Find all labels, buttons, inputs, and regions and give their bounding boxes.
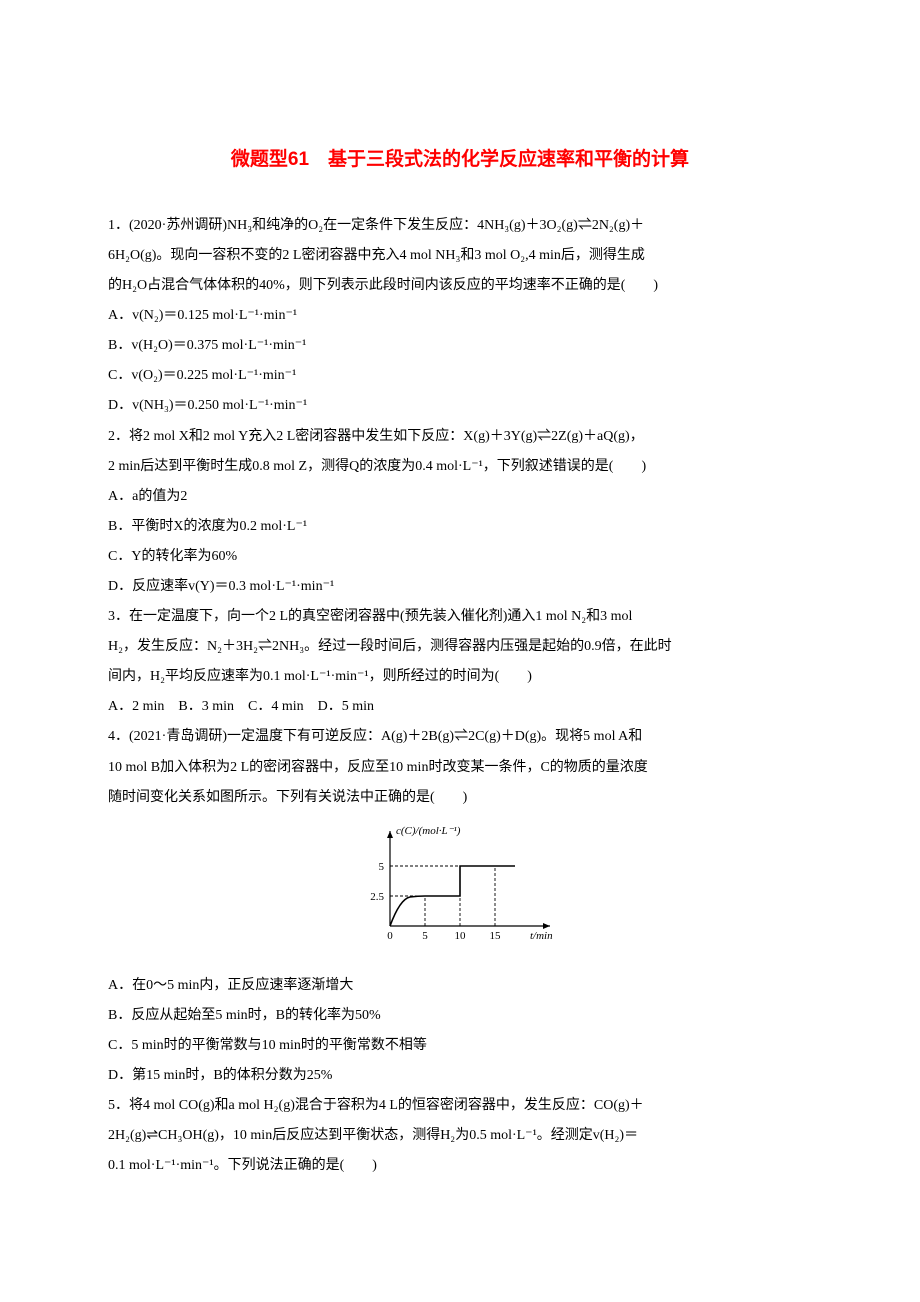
ytick-2.5: 2.5 — [370, 891, 384, 903]
xtick-5: 5 — [422, 930, 428, 942]
q2-option-b: B．平衡时X的浓度为0.2 mol·L⁻¹ — [108, 512, 812, 542]
q4-option-b: B．反应从起始至5 min时，B的转化率为50% — [108, 1001, 812, 1031]
q1-stem-line3: 的H₂O占混合气体体积的40%，则下列表示此段时间内该反应的平均速率不正确的是(… — [108, 271, 812, 301]
q2-stem-line1: 2．将2 mol X和2 mol Y充入2 L密闭容器中发生如下反应：X(g)＋… — [108, 422, 812, 452]
q3-stem-line3: 间内，H₂平均反应速率为0.1 mol·L⁻¹·min⁻¹，则所经过的时间为( … — [108, 662, 812, 692]
q4-stem-line1: 4．(2021·青岛调研)一定温度下有可逆反应：A(g)＋2B(g)⇌2C(g)… — [108, 722, 812, 752]
q1-stem-line2: 6H₂O(g)。现向一容积不变的2 L密闭容器中充入4 mol NH₃和3 mo… — [108, 241, 812, 271]
q4-chart: 2.5 5 0 5 10 15 c(C)/(mol·L⁻¹) t/min — [108, 821, 812, 963]
page-title: 微题型61 基于三段式法的化学反应速率和平衡的计算 — [108, 140, 812, 181]
q3-stem-line2: H₂，发生反应：N₂＋3H₂⇌2NH₃。经过一段时间后，测得容器内压强是起始的0… — [108, 632, 812, 662]
q3-stem-line1: 3．在一定温度下，向一个2 L的真空密闭容器中(预先装入催化剂)通入1 mol … — [108, 602, 812, 632]
q1-option-a: A．v(N₂)＝0.125 mol·L⁻¹·min⁻¹ — [108, 301, 812, 331]
q1-stem-line1: 1．(2020·苏州调研)NH₃和纯净的O₂在一定条件下发生反应：4NH₃(g)… — [108, 211, 812, 241]
q5-stem-line1: 5．将4 mol CO(g)和a mol H₂(g)混合于容积为4 L的恒容密闭… — [108, 1091, 812, 1121]
q4-option-a: A．在0～5 min内，正反应速率逐渐增大 — [108, 971, 812, 1001]
xtick-15: 15 — [490, 930, 502, 942]
xtick-0: 0 — [387, 930, 393, 942]
x-axis-arrow — [543, 923, 550, 929]
q1-option-b: B．v(H₂O)＝0.375 mol·L⁻¹·min⁻¹ — [108, 331, 812, 361]
q1-option-c: C．v(O₂)＝0.225 mol·L⁻¹·min⁻¹ — [108, 361, 812, 391]
q2-option-c: C．Y的转化率为60% — [108, 542, 812, 572]
q2-option-d: D．反应速率v(Y)＝0.3 mol·L⁻¹·min⁻¹ — [108, 572, 812, 602]
q5-stem-line2: 2H₂(g)⇌CH₃OH(g)，10 min后反应达到平衡状态，测得H₂为0.5… — [108, 1121, 812, 1151]
q1-option-d: D．v(NH₃)＝0.250 mol·L⁻¹·min⁻¹ — [108, 391, 812, 421]
q4-option-c: C．5 min时的平衡常数与10 min时的平衡常数不相等 — [108, 1031, 812, 1061]
curve — [390, 866, 515, 926]
q4-stem-line2: 10 mol B加入体积为2 L的密闭容器中，反应至10 min时改变某一条件，… — [108, 753, 812, 783]
q2-stem-line2: 2 min后达到平衡时生成0.8 mol Z，测得Q的浓度为0.4 mol·L⁻… — [108, 452, 812, 482]
q4-option-d: D．第15 min时，B的体积分数为25% — [108, 1061, 812, 1091]
xtick-10: 10 — [455, 930, 467, 942]
q3-options: A．2 min B．3 min C．4 min D．5 min — [108, 692, 812, 722]
q5-stem-line3: 0.1 mol·L⁻¹·min⁻¹。下列说法正确的是( ) — [108, 1151, 812, 1181]
q2-option-a: A．a的值为2 — [108, 482, 812, 512]
ytick-5: 5 — [379, 861, 385, 873]
ylabel: c(C)/(mol·L⁻¹) — [396, 825, 461, 837]
y-axis-arrow — [387, 831, 393, 838]
q4-stem-line3: 随时间变化关系如图所示。下列有关说法中正确的是( ) — [108, 783, 812, 813]
xlabel: t/min — [530, 930, 553, 942]
